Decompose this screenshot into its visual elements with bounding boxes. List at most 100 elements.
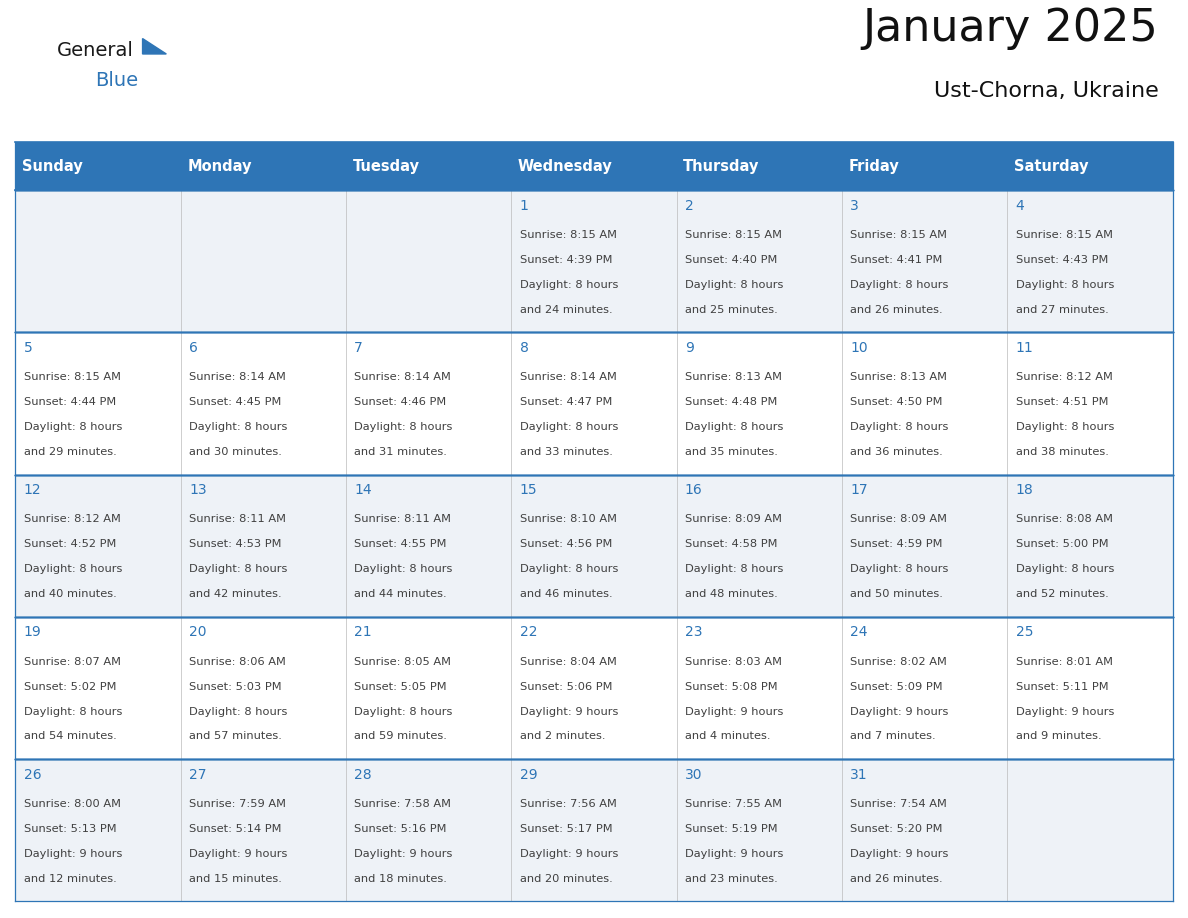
Text: Daylight: 8 hours: Daylight: 8 hours (354, 565, 453, 575)
Text: Sunset: 5:06 PM: Sunset: 5:06 PM (519, 682, 612, 691)
Text: 13: 13 (189, 483, 207, 498)
Text: Sunrise: 8:06 AM: Sunrise: 8:06 AM (189, 656, 286, 666)
Bar (15, 759, 1173, 901)
Text: Sunday: Sunday (23, 159, 83, 174)
Text: Sunrise: 8:10 AM: Sunrise: 8:10 AM (519, 514, 617, 524)
Text: Daylight: 8 hours: Daylight: 8 hours (1016, 422, 1114, 432)
Text: Sunrise: 8:09 AM: Sunrise: 8:09 AM (851, 514, 947, 524)
Text: 12: 12 (24, 483, 42, 498)
Text: Sunset: 5:09 PM: Sunset: 5:09 PM (851, 682, 943, 691)
Text: Daylight: 8 hours: Daylight: 8 hours (685, 422, 783, 432)
Text: 14: 14 (354, 483, 372, 498)
Text: 24: 24 (851, 625, 867, 640)
Text: and 38 minutes.: and 38 minutes. (1016, 447, 1108, 457)
Text: Daylight: 8 hours: Daylight: 8 hours (24, 707, 122, 717)
Text: Sunrise: 8:12 AM: Sunrise: 8:12 AM (1016, 372, 1112, 382)
Text: 30: 30 (685, 767, 702, 782)
Text: Saturday: Saturday (1013, 159, 1088, 174)
Text: Daylight: 9 hours: Daylight: 9 hours (851, 849, 948, 859)
Bar (15, 190, 1173, 332)
Text: Sunset: 4:41 PM: Sunset: 4:41 PM (851, 255, 942, 264)
Text: Daylight: 8 hours: Daylight: 8 hours (519, 422, 618, 432)
Text: Sunset: 5:08 PM: Sunset: 5:08 PM (685, 682, 777, 691)
Text: Sunrise: 8:01 AM: Sunrise: 8:01 AM (1016, 656, 1112, 666)
Text: Daylight: 9 hours: Daylight: 9 hours (354, 849, 453, 859)
Text: and 9 minutes.: and 9 minutes. (1016, 732, 1101, 742)
Text: and 40 minutes.: and 40 minutes. (24, 589, 116, 599)
Bar (1007, 142, 1173, 190)
Bar (15, 475, 1173, 617)
Text: Sunset: 5:16 PM: Sunset: 5:16 PM (354, 824, 447, 834)
Text: Daylight: 9 hours: Daylight: 9 hours (1016, 707, 1114, 717)
Bar (842, 142, 1007, 190)
Text: and 31 minutes.: and 31 minutes. (354, 447, 447, 457)
Text: Sunset: 5:05 PM: Sunset: 5:05 PM (354, 682, 447, 691)
Text: 18: 18 (1016, 483, 1034, 498)
Text: and 59 minutes.: and 59 minutes. (354, 732, 447, 742)
Text: 1: 1 (519, 198, 529, 213)
Text: Sunrise: 7:55 AM: Sunrise: 7:55 AM (685, 799, 782, 809)
Text: 22: 22 (519, 625, 537, 640)
Text: Sunset: 4:53 PM: Sunset: 4:53 PM (189, 540, 282, 549)
Text: Daylight: 8 hours: Daylight: 8 hours (851, 280, 948, 290)
Bar (181, 142, 346, 190)
Text: Sunset: 5:17 PM: Sunset: 5:17 PM (519, 824, 612, 834)
Text: Sunset: 4:59 PM: Sunset: 4:59 PM (851, 540, 943, 549)
Text: and 12 minutes.: and 12 minutes. (24, 874, 116, 884)
Text: Ust-Chorna, Ukraine: Ust-Chorna, Ukraine (934, 81, 1158, 101)
Text: Daylight: 9 hours: Daylight: 9 hours (851, 707, 948, 717)
Text: Daylight: 8 hours: Daylight: 8 hours (1016, 565, 1114, 575)
Text: and 48 minutes.: and 48 minutes. (685, 589, 778, 599)
Text: Sunset: 4:48 PM: Sunset: 4:48 PM (685, 397, 777, 407)
Text: Daylight: 9 hours: Daylight: 9 hours (519, 849, 618, 859)
Text: Sunset: 4:44 PM: Sunset: 4:44 PM (24, 397, 116, 407)
Text: Sunrise: 7:59 AM: Sunrise: 7:59 AM (189, 799, 286, 809)
Text: Sunrise: 7:56 AM: Sunrise: 7:56 AM (519, 799, 617, 809)
Text: Sunset: 5:19 PM: Sunset: 5:19 PM (685, 824, 777, 834)
Text: 4: 4 (1016, 198, 1024, 213)
Text: 9: 9 (685, 341, 694, 355)
Text: Daylight: 9 hours: Daylight: 9 hours (24, 849, 122, 859)
Text: and 27 minutes.: and 27 minutes. (1016, 305, 1108, 315)
Text: Daylight: 8 hours: Daylight: 8 hours (519, 280, 618, 290)
Text: 10: 10 (851, 341, 868, 355)
Text: and 23 minutes.: and 23 minutes. (685, 874, 778, 884)
Text: and 20 minutes.: and 20 minutes. (519, 874, 612, 884)
Bar (677, 142, 842, 190)
Text: 16: 16 (685, 483, 702, 498)
Text: Sunrise: 8:14 AM: Sunrise: 8:14 AM (189, 372, 286, 382)
Text: 7: 7 (354, 341, 364, 355)
Text: 17: 17 (851, 483, 868, 498)
Text: Sunrise: 8:14 AM: Sunrise: 8:14 AM (354, 372, 451, 382)
Text: Daylight: 9 hours: Daylight: 9 hours (685, 849, 783, 859)
Text: and 18 minutes.: and 18 minutes. (354, 874, 447, 884)
Text: Sunset: 5:20 PM: Sunset: 5:20 PM (851, 824, 943, 834)
Text: Sunset: 4:40 PM: Sunset: 4:40 PM (685, 255, 777, 264)
Text: 6: 6 (189, 341, 198, 355)
Text: Blue: Blue (95, 71, 138, 90)
Text: Thursday: Thursday (683, 159, 759, 174)
Text: 23: 23 (685, 625, 702, 640)
Text: and 50 minutes.: and 50 minutes. (851, 589, 943, 599)
Text: Daylight: 8 hours: Daylight: 8 hours (851, 565, 948, 575)
Text: Sunrise: 8:15 AM: Sunrise: 8:15 AM (851, 230, 947, 240)
Text: Sunset: 4:39 PM: Sunset: 4:39 PM (519, 255, 612, 264)
Text: Daylight: 8 hours: Daylight: 8 hours (189, 422, 287, 432)
Text: and 7 minutes.: and 7 minutes. (851, 732, 936, 742)
Text: Sunrise: 8:12 AM: Sunrise: 8:12 AM (24, 514, 121, 524)
Text: Sunrise: 8:00 AM: Sunrise: 8:00 AM (24, 799, 121, 809)
Text: Daylight: 8 hours: Daylight: 8 hours (354, 707, 453, 717)
Text: Sunset: 4:43 PM: Sunset: 4:43 PM (1016, 255, 1108, 264)
Text: Daylight: 9 hours: Daylight: 9 hours (189, 849, 287, 859)
Text: Sunrise: 8:09 AM: Sunrise: 8:09 AM (685, 514, 782, 524)
Text: Monday: Monday (188, 159, 252, 174)
Text: Sunset: 4:52 PM: Sunset: 4:52 PM (24, 540, 116, 549)
Text: Daylight: 9 hours: Daylight: 9 hours (685, 707, 783, 717)
Text: Sunrise: 8:04 AM: Sunrise: 8:04 AM (519, 656, 617, 666)
Text: Sunrise: 8:05 AM: Sunrise: 8:05 AM (354, 656, 451, 666)
Text: Daylight: 8 hours: Daylight: 8 hours (519, 565, 618, 575)
Text: Daylight: 8 hours: Daylight: 8 hours (685, 280, 783, 290)
Text: Sunset: 5:11 PM: Sunset: 5:11 PM (1016, 682, 1108, 691)
Text: Daylight: 9 hours: Daylight: 9 hours (519, 707, 618, 717)
Text: 28: 28 (354, 767, 372, 782)
